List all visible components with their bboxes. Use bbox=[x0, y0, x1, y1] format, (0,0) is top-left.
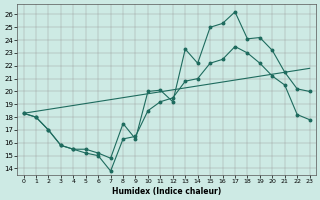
X-axis label: Humidex (Indice chaleur): Humidex (Indice chaleur) bbox=[112, 187, 221, 196]
